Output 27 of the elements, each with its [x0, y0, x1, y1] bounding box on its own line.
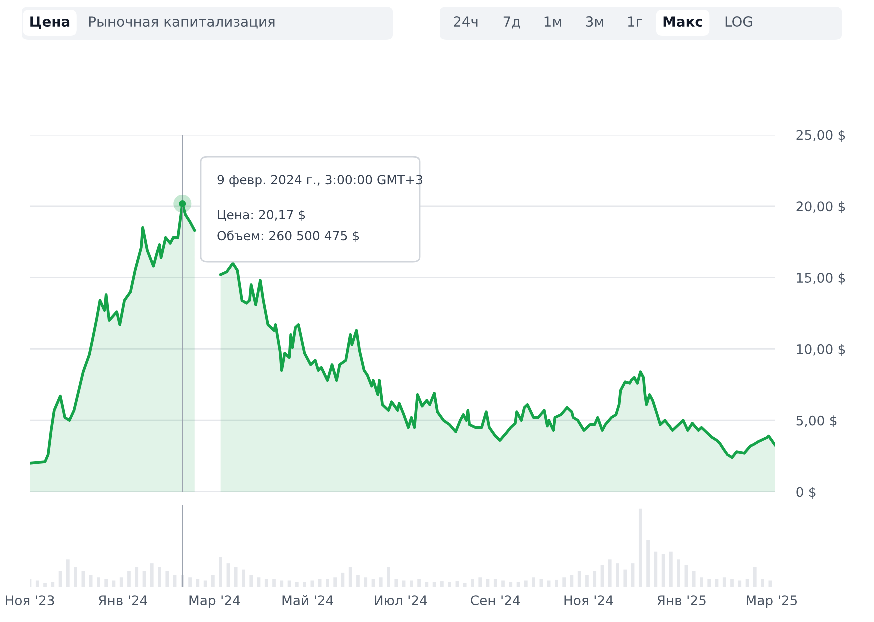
y-tick-label: 5,00 $ — [796, 416, 837, 428]
y-tick-label: 0 $ — [796, 486, 816, 499]
x-tick-label: Май '24 — [282, 595, 334, 606]
y-tick-label: 25,00 $ — [796, 130, 846, 142]
x-tick-label: Сен '24 — [471, 596, 520, 606]
text: 3м — [586, 16, 604, 28]
annotation: Объем: 260 500 475 $ — [218, 230, 360, 242]
x-tick-label: Янв '25 — [658, 596, 706, 606]
annotation: Цена: 20,17 $ — [218, 210, 306, 222]
y-tick-label: 20,00 $ — [796, 201, 846, 214]
y-tick-label: 10,00 $ — [797, 344, 846, 356]
text: Цена — [30, 16, 70, 30]
x-tick-label: Ноя '23 — [6, 596, 54, 606]
text: Рыночная капитализация — [90, 16, 275, 29]
y-tick-label: 15,00 $ — [797, 272, 846, 285]
text: 24ч — [454, 16, 478, 27]
text: Макс — [664, 16, 702, 28]
text: 1м — [544, 16, 562, 27]
x-tick-label: Ноя '24 — [564, 596, 614, 606]
x-tick-label: Янв '24 — [98, 596, 148, 606]
annotation: 9 февр. 2024 г., 3:00:00 GMT+3 — [218, 175, 423, 188]
x-tick-label: Мар '24 — [190, 596, 240, 608]
x-tick-label: Мар '25 — [747, 596, 798, 608]
x-tick-label: Июл '24 — [375, 596, 428, 606]
text: 1г — [628, 16, 642, 27]
text: LOG — [726, 16, 752, 28]
text: 7д — [504, 16, 520, 29]
